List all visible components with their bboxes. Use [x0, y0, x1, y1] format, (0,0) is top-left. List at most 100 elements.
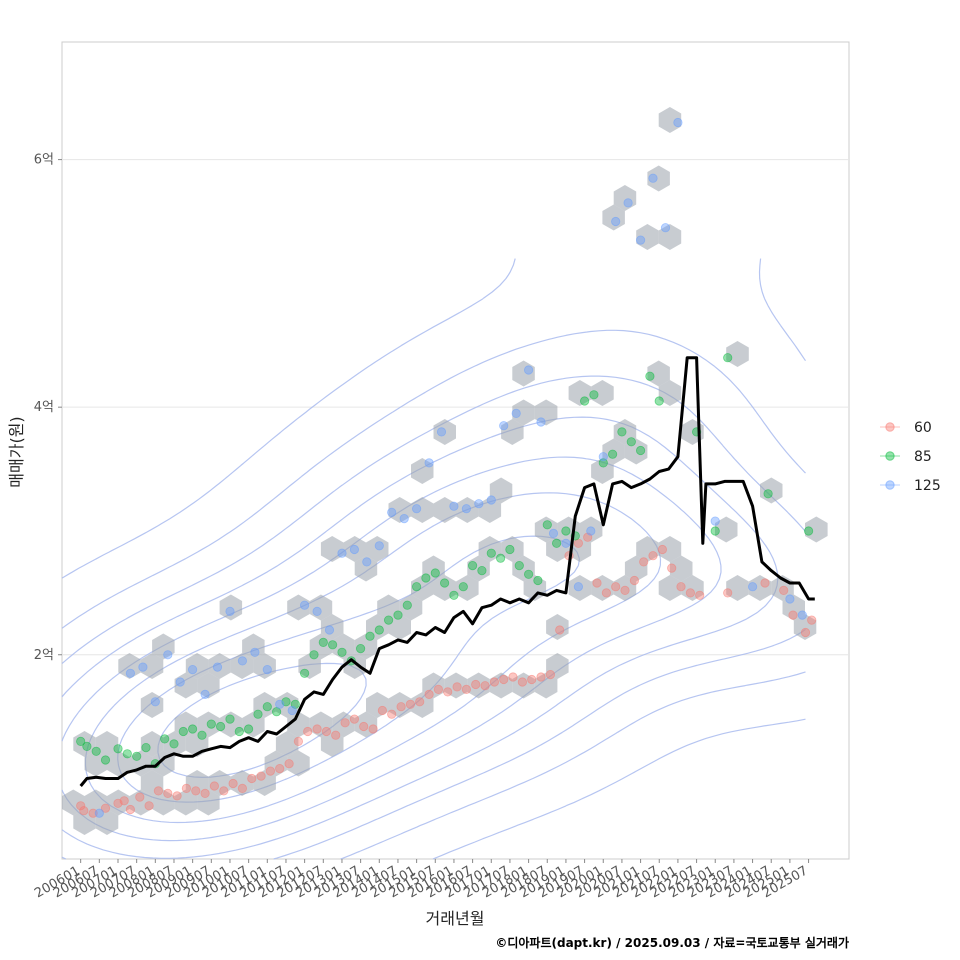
hex-bin	[354, 711, 378, 738]
point-size-85	[514, 560, 524, 571]
hex-bin	[467, 555, 490, 582]
point-size-60	[312, 724, 322, 734]
point-size-60	[209, 781, 219, 791]
hex-bin	[388, 692, 411, 718]
point-size-60	[219, 786, 229, 796]
hex-bin	[501, 536, 524, 562]
point-size-85	[486, 548, 496, 558]
point-size-60	[629, 575, 640, 586]
point-size-60	[517, 677, 528, 687]
hex-bin	[366, 692, 389, 718]
point-size-125	[399, 513, 409, 524]
hex-bin	[568, 380, 592, 406]
point-size-125	[387, 507, 397, 518]
point-size-60	[88, 808, 98, 818]
point-size-60	[592, 578, 602, 588]
median-line-path	[79, 356, 815, 787]
point-size-85	[216, 721, 226, 732]
hex-bin	[208, 653, 231, 679]
point-size-125	[797, 610, 807, 620]
hex-bin	[422, 672, 445, 699]
y-axis-title: 매매가(원)	[7, 416, 26, 487]
hex-bin	[354, 555, 378, 582]
point-size-85	[383, 615, 394, 625]
hex-bin	[793, 614, 817, 640]
point-size-125	[561, 538, 571, 548]
point-size-125	[175, 677, 185, 687]
point-size-125	[511, 408, 521, 418]
y-tick-label: 6억	[34, 153, 54, 168]
x-axis-ticks: 2006012006072007012007072008012008072009…	[32, 859, 811, 901]
point-size-60	[228, 778, 238, 789]
point-size-85	[402, 600, 412, 610]
point-size-125	[710, 516, 720, 526]
point-size-125	[237, 656, 247, 666]
hex-bin	[411, 458, 434, 484]
hex-bin	[658, 107, 682, 133]
hex-bin	[140, 731, 164, 757]
point-size-60	[471, 679, 481, 690]
hex-bin	[647, 165, 670, 192]
hex-bin	[219, 711, 243, 738]
point-size-85	[141, 742, 151, 753]
point-size-60	[779, 585, 789, 596]
hex-bin	[681, 575, 704, 601]
point-size-60	[275, 763, 285, 774]
point-size-125	[362, 557, 372, 567]
hex-bin	[613, 185, 637, 211]
hex-bin	[647, 360, 670, 387]
point-size-85	[542, 520, 552, 530]
point-size-60	[489, 677, 499, 687]
point-size-125	[623, 198, 633, 208]
hex-bin	[264, 750, 288, 777]
point-size-60	[265, 766, 275, 776]
point-size-125	[212, 662, 223, 672]
point-size-85	[76, 736, 86, 747]
hex-bin	[546, 536, 569, 562]
hex-bin	[309, 711, 333, 738]
point-size-85	[309, 650, 319, 660]
point-size-85	[234, 726, 244, 737]
point-size-85	[206, 719, 216, 729]
hex-bin	[636, 536, 659, 562]
point-size-60	[303, 726, 313, 737]
x-axis-title: 거래년월	[426, 909, 485, 928]
hex-bin	[591, 575, 614, 601]
point-size-60	[293, 736, 303, 747]
density-contour	[61, 329, 806, 860]
point-size-85	[374, 625, 384, 635]
hex-bin	[287, 750, 310, 777]
point-size-60	[807, 615, 817, 625]
hex-bin	[332, 711, 355, 738]
point-size-125	[611, 216, 621, 227]
point-size-125	[486, 495, 496, 505]
point-size-60	[480, 681, 490, 691]
legend-label: 60	[914, 420, 932, 436]
point-size-60	[667, 563, 677, 573]
hex-bin	[174, 789, 198, 816]
point-size-85	[253, 709, 263, 719]
hex-bin	[805, 516, 828, 543]
point-size-60	[247, 773, 257, 784]
point-size-60	[415, 697, 425, 707]
point-size-85	[523, 569, 534, 579]
point-size-60	[191, 786, 201, 796]
hex-bin	[118, 653, 141, 679]
point-size-60	[648, 551, 658, 561]
point-size-125	[449, 501, 459, 511]
hex-bin	[107, 750, 130, 777]
hex-bin	[433, 419, 456, 445]
hex-bin	[275, 731, 299, 757]
point-size-60	[256, 771, 266, 781]
point-size-60	[387, 709, 397, 719]
hex-bin	[152, 633, 175, 660]
point-size-60	[237, 783, 247, 794]
point-size-85	[122, 749, 132, 759]
hex-bin	[309, 594, 333, 621]
hex-bin	[197, 672, 220, 699]
point-size-60	[676, 582, 686, 592]
hex-bin	[343, 653, 366, 679]
point-size-125	[635, 235, 646, 245]
point-size-125	[287, 705, 297, 716]
point-size-60	[723, 588, 733, 598]
